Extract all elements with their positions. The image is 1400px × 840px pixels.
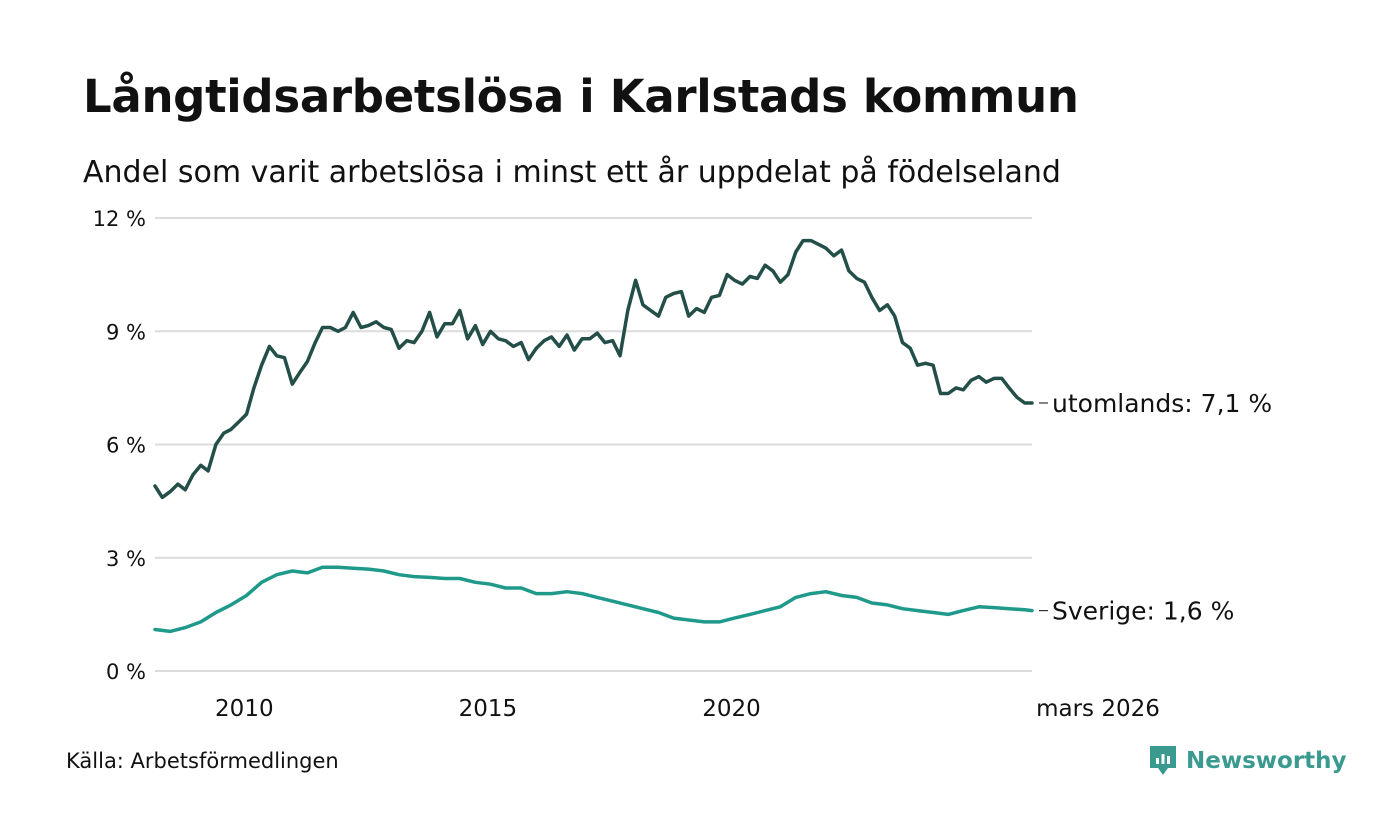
- label-layer: 0 % 3 % 6 % 9 % 12 % 2010 2015 2020 mars 2026 uto…: [93, 207, 1273, 722]
- y-tick-label: 6 %: [106, 434, 146, 458]
- chart-title: Långtidsarbetslösa i Karlstads kommun: [83, 70, 1079, 123]
- end-label-sverige: Sverige: 1,6 %: [1052, 597, 1234, 626]
- y-tick-label: 9 %: [106, 320, 146, 344]
- end-label-utomlands: utomlands: 7,1 %: [1052, 389, 1272, 418]
- brand-name: Newsworthy: [1186, 748, 1347, 774]
- x-tick-label: 2015: [459, 696, 518, 722]
- grid-layer: [155, 217, 1032, 672]
- x-tick-label: 2020: [702, 696, 761, 722]
- line-layer: [153, 238, 1034, 634]
- brand-logo[interactable]: Newsworthy: [1148, 744, 1347, 778]
- y-tick-label: 3 %: [106, 547, 146, 571]
- y-tick-label: 0 %: [106, 660, 146, 684]
- series-line-sverige: [153, 565, 1034, 634]
- x-tick-label: 2010: [215, 696, 274, 722]
- source-note: Källa: Arbetsförmedlingen: [66, 749, 339, 773]
- y-tick-label: 12 %: [93, 207, 146, 231]
- series-line-utomlands: [153, 238, 1034, 500]
- chart-subtitle: Andel som varit arbetslösa i minst ett å…: [83, 155, 1061, 190]
- x-tick-label: mars 2026: [1036, 696, 1160, 722]
- newsworthy-logo-icon: [1150, 746, 1176, 775]
